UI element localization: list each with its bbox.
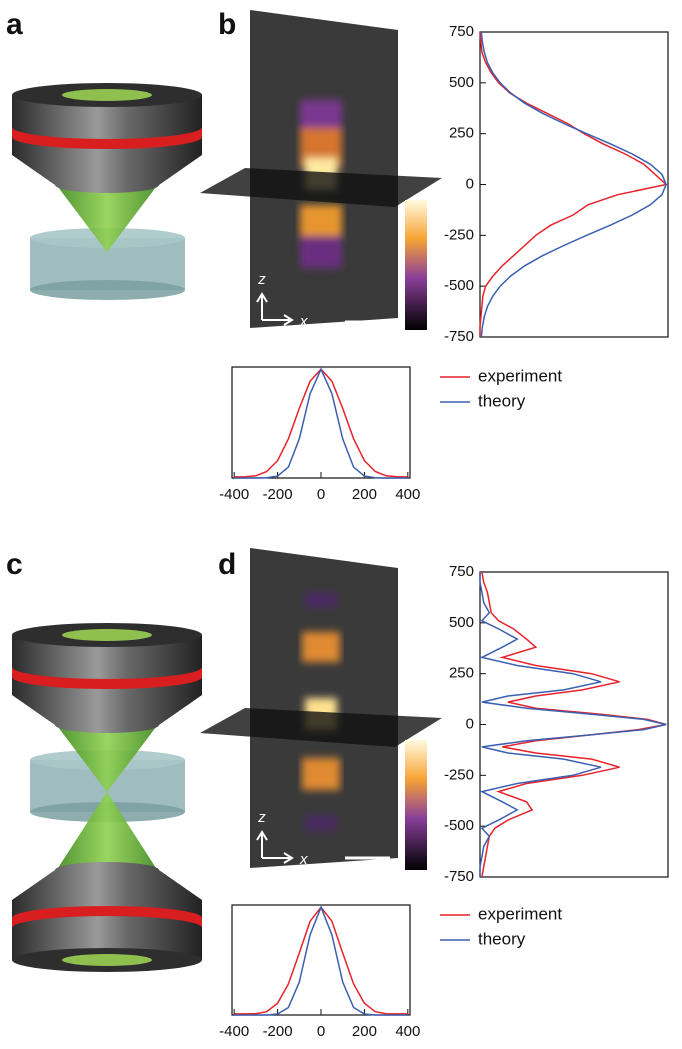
y-tick-label: 0 <box>466 715 474 732</box>
series-line <box>481 571 667 878</box>
panel-label: b <box>218 8 236 41</box>
plot-frame <box>231 904 411 1016</box>
plot-frame <box>231 366 411 479</box>
y-tick-label: 250 <box>449 665 474 682</box>
x-tick-label: -200 <box>263 486 293 503</box>
series-line <box>234 905 408 1016</box>
axis-x: x <box>299 851 308 868</box>
plot-frame <box>479 571 669 878</box>
x-tick-label: 200 <box>352 1023 377 1040</box>
x-tick-label: 200 <box>352 486 377 503</box>
y-tick-label: 0 <box>466 175 474 192</box>
x-tick-label: 0 <box>317 486 325 503</box>
y-tick-label: 500 <box>449 614 474 631</box>
panel-label: a <box>6 8 23 41</box>
scale-bar: 300 nm <box>341 867 391 884</box>
psf-b: z x 300 nm <box>200 10 442 346</box>
y-tick-label: 750 <box>449 563 474 580</box>
series-line <box>234 905 408 1015</box>
y-tick-label: -500 <box>444 817 474 834</box>
y-tick-label: 250 <box>449 125 474 142</box>
legend-label: theory <box>478 929 526 948</box>
illustration-a <box>12 83 202 300</box>
legend-label: theory <box>478 391 526 410</box>
y-tick-label: 500 <box>449 74 474 91</box>
y-tick-label: -250 <box>444 766 474 783</box>
x-tick-label: -200 <box>263 1023 293 1040</box>
psf-d: z x 300 nm <box>200 548 442 884</box>
illustration-c <box>12 623 202 972</box>
legend-label: experiment <box>478 366 562 385</box>
panel-label: d <box>218 548 236 581</box>
y-tick-label: -750 <box>444 328 474 345</box>
series-line <box>234 368 408 478</box>
y-tick-label: 750 <box>449 23 474 40</box>
series-line <box>480 31 667 338</box>
panel-label: c <box>6 548 23 581</box>
x-tick-label: -400 <box>219 1023 249 1040</box>
x-tick-label: -400 <box>219 486 249 503</box>
series-line <box>479 31 668 337</box>
plot-frame <box>479 31 669 338</box>
axis-z: z <box>257 809 266 826</box>
x-tick-label: 0 <box>317 1023 325 1040</box>
series-line <box>234 367 408 479</box>
y-tick-label: -500 <box>444 277 474 294</box>
scale-bar: 300 nm <box>341 329 391 346</box>
x-tick-label: 400 <box>395 1023 420 1040</box>
legend-label: experiment <box>478 904 562 923</box>
y-tick-label: -750 <box>444 868 474 885</box>
x-tick-label: 400 <box>395 486 420 503</box>
y-tick-label: -250 <box>444 226 474 243</box>
axis-x: x <box>299 313 308 330</box>
axis-z: z <box>257 271 266 288</box>
series-line <box>479 572 667 877</box>
